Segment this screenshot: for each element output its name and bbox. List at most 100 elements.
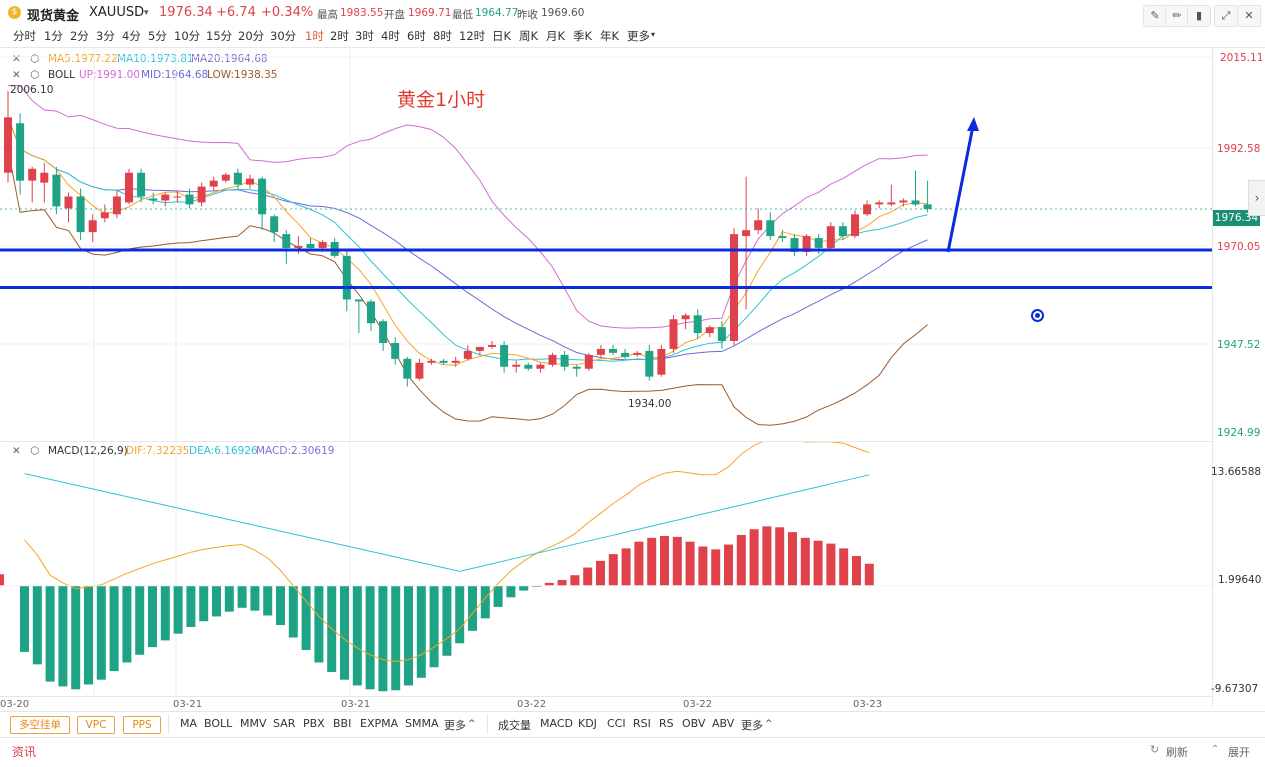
- candlestick-chart[interactable]: [0, 48, 1212, 440]
- candle-body: [669, 319, 678, 349]
- tf-20m[interactable]: 20分: [238, 29, 265, 43]
- low-value: 1964.77: [475, 7, 519, 19]
- tf-6h[interactable]: 6时: [407, 29, 426, 43]
- tf-8h[interactable]: 8时: [433, 29, 452, 43]
- low-label: 最低: [452, 9, 473, 21]
- symbol-dropdown-icon[interactable]: ▾: [144, 8, 149, 18]
- price-axis-label: 1970.05: [1217, 241, 1261, 253]
- macd-value: MACD:2.30619: [256, 445, 335, 457]
- tf-week[interactable]: 周K: [519, 29, 539, 43]
- fullscreen-icon[interactable]: ⤢: [1214, 5, 1238, 27]
- indicator-tab-volume[interactable]: 成交量: [498, 719, 531, 732]
- indicator-tab-rsi[interactable]: RSI: [633, 717, 651, 730]
- expand-button[interactable]: 展开: [1228, 746, 1250, 759]
- indicator-tab-expma[interactable]: EXPMA: [360, 717, 399, 730]
- date-label: 03-22: [517, 699, 547, 710]
- more-up-icon[interactable]: ^: [765, 719, 773, 729]
- indicator-tab-kdj[interactable]: KDJ: [578, 717, 597, 730]
- expand-icon[interactable]: ⌃: [1211, 744, 1220, 755]
- settings-boll-icon[interactable]: ⬡: [30, 69, 40, 81]
- tf-day[interactable]: 日K: [492, 29, 512, 43]
- candle-body: [621, 352, 630, 357]
- macd-histogram-bar: [442, 585, 452, 656]
- macd-chart[interactable]: [0, 442, 1212, 696]
- close-macd-icon[interactable]: ✕: [12, 445, 21, 457]
- indicator-tab-abv[interactable]: ABV: [712, 717, 735, 730]
- candle-body: [609, 348, 617, 353]
- candle-body: [209, 180, 218, 187]
- more-up-icon[interactable]: ^: [468, 719, 476, 729]
- tf-year[interactable]: 年K: [600, 29, 620, 43]
- candle-body: [814, 238, 823, 248]
- news-title[interactable]: 资讯: [12, 745, 37, 759]
- indicator-tab-cci[interactable]: CCI: [607, 717, 626, 730]
- settings-ma-icon[interactable]: ⬡: [30, 53, 40, 65]
- close-ma-icon[interactable]: ✕: [12, 53, 21, 65]
- indicator-tab-pbx[interactable]: PBX: [303, 717, 325, 730]
- close-icon[interactable]: ✕: [1237, 5, 1261, 27]
- tf-fenshi[interactable]: 分时: [13, 29, 36, 43]
- indicator-tab-macd[interactable]: MACD: [540, 717, 573, 730]
- date-label: 03-21: [173, 699, 203, 710]
- open-label: 开盘: [384, 9, 405, 21]
- candle-body: [173, 196, 182, 198]
- candle-body: [112, 196, 121, 215]
- scroll-right-icon[interactable]: ›: [1248, 180, 1265, 216]
- candle-body: [342, 255, 351, 300]
- macd-histogram-bar: [288, 585, 298, 638]
- boll-mid-line: [7, 117, 928, 361]
- settings-macd-icon[interactable]: ⬡: [30, 445, 40, 457]
- tf-4h[interactable]: 4时: [381, 29, 400, 43]
- instrument-symbol[interactable]: XAUUSD: [89, 5, 145, 20]
- indicator-tab-sar[interactable]: SAR: [273, 717, 296, 730]
- candle-body: [802, 236, 811, 252]
- tf-more[interactable]: 更多: [627, 29, 650, 43]
- indicator-tab-mmv[interactable]: MMV: [240, 717, 267, 730]
- macd-histogram-bar: [468, 585, 477, 631]
- tf-1m[interactable]: 1分: [44, 29, 63, 43]
- indicator-tab-more[interactable]: 更多: [444, 719, 466, 732]
- draw-line-icon[interactable]: ✎: [1143, 5, 1167, 27]
- macd-histogram-bar: [570, 575, 580, 586]
- pps-button[interactable]: PPS: [123, 716, 161, 734]
- candle-body: [512, 364, 521, 367]
- indicator-tab-bbi[interactable]: BBI: [333, 717, 352, 730]
- tf-2h[interactable]: 2时: [330, 29, 349, 43]
- tf-15m[interactable]: 15分: [206, 29, 233, 43]
- tf-quarter[interactable]: 季K: [573, 29, 593, 43]
- news-divider: [0, 737, 1265, 738]
- tf-5m[interactable]: 5分: [148, 29, 167, 43]
- macd-histogram-bar: [71, 585, 81, 690]
- indicator-tab-more[interactable]: 更多: [741, 719, 763, 732]
- tf-4m[interactable]: 4分: [122, 29, 141, 43]
- indicator-tab-smma[interactable]: SMMA: [405, 717, 439, 730]
- candle-body: [318, 242, 327, 248]
- macd-histogram-bar: [276, 585, 285, 626]
- brush-icon[interactable]: ▮: [1187, 5, 1211, 27]
- refresh-icon[interactable]: ↻: [1150, 743, 1160, 756]
- pen-icon[interactable]: ✏: [1165, 5, 1189, 27]
- more-dropdown-icon[interactable]: ▾: [651, 30, 656, 39]
- level-handle[interactable]: [1031, 309, 1044, 322]
- tf-1h[interactable]: 1时: [305, 29, 324, 43]
- indicator-tab-rs[interactable]: RS: [659, 717, 674, 730]
- indicator-tab-boll[interactable]: BOLL: [204, 717, 233, 730]
- tf-30m[interactable]: 30分: [270, 29, 297, 43]
- macd-histogram-bar: [596, 560, 605, 586]
- indicator-tab-obv[interactable]: OBV: [682, 717, 706, 730]
- macd-histogram-bar: [122, 585, 132, 663]
- indicator-tab-ma[interactable]: MA: [180, 717, 198, 730]
- candle-body: [270, 216, 279, 233]
- tf-12h[interactable]: 12时: [459, 29, 486, 43]
- close-boll-icon[interactable]: ✕: [12, 69, 21, 81]
- tf-month[interactable]: 月K: [546, 29, 566, 43]
- candle-body: [475, 346, 484, 351]
- tf-2m[interactable]: 2分: [70, 29, 89, 43]
- tf-3h[interactable]: 3时: [355, 29, 374, 43]
- trend-arrow[interactable]: [930, 110, 990, 260]
- long-short-orders-button[interactable]: 多空挂单: [10, 716, 70, 734]
- refresh-button[interactable]: 刷新: [1166, 746, 1188, 759]
- tf-3m[interactable]: 3分: [96, 29, 115, 43]
- vpc-button[interactable]: VPC: [77, 716, 115, 734]
- tf-10m[interactable]: 10分: [174, 29, 201, 43]
